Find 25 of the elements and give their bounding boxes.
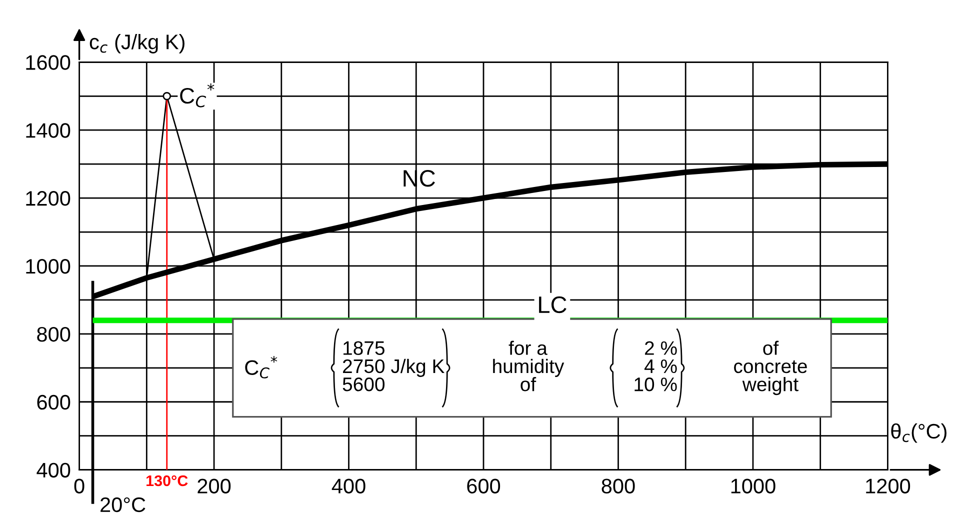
y-tick-label: 1200 xyxy=(26,191,70,206)
annotation: C$_{C}$$^{*}$ xyxy=(245,356,278,378)
y-tick-label: 400 xyxy=(36,462,70,478)
ref-line-label: 130°C xyxy=(146,475,188,486)
y-tick-label: 1400 xyxy=(26,123,70,138)
y-axis-title: c$_{c}$ (J/kg K) xyxy=(90,34,184,54)
x-tick-label: 800 xyxy=(602,478,635,494)
annotation: C$_{C}$$^{*}$ xyxy=(180,83,214,108)
x-tick-label: 600 xyxy=(467,478,500,494)
x-tick-label: 1200 xyxy=(866,478,910,494)
x-tick-label: 0 xyxy=(74,478,84,494)
x-tick-label: 400 xyxy=(332,478,366,494)
annotation: 1875 2750 J/kg K 5600 xyxy=(342,341,444,392)
annotation: for a humidity of xyxy=(493,340,564,392)
x-axis-title: θ$_{c}$(°C) xyxy=(891,423,946,443)
annotation: of concrete weight xyxy=(734,340,807,396)
x-tick-label: 1000 xyxy=(731,478,776,494)
annotation: 2 % 4 % 10 % xyxy=(634,341,677,392)
ref-line-label: 20°C xyxy=(100,497,146,512)
x-tick-label: 200 xyxy=(198,478,231,494)
y-tick-label: 600 xyxy=(37,394,70,410)
y-tick-label: 1600 xyxy=(26,55,70,70)
y-tick-label: 1000 xyxy=(26,258,70,274)
y-tick-label: 800 xyxy=(37,326,70,342)
series-label: LC xyxy=(539,296,566,314)
